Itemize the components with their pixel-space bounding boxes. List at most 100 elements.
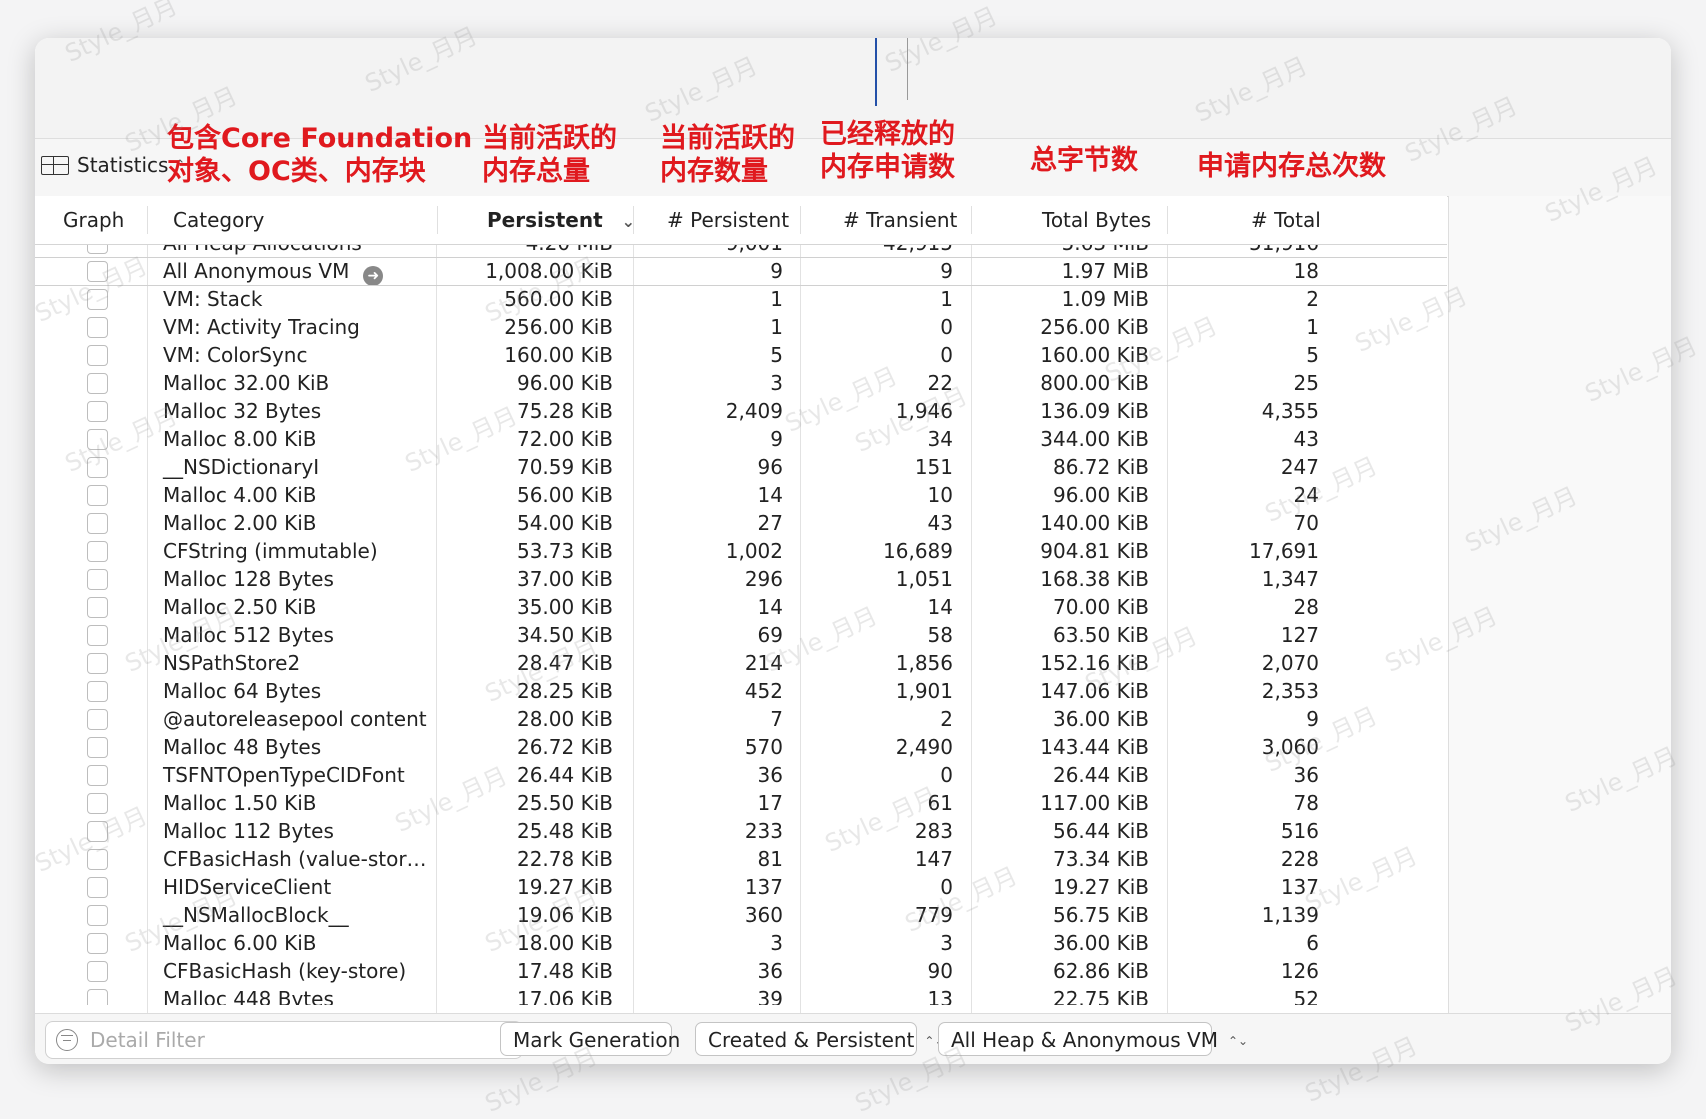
- table-row[interactable]: __NSMallocBlock__ 19.06 KiB 360 779 56.75 Ki…: [35, 901, 1447, 929]
- table-row[interactable]: Malloc 112 Bytes 25.48 KiB 233 283 56.44 KiB…: [35, 817, 1447, 845]
- table-row[interactable]: Malloc 128 Bytes 37.00 KiB 296 1,051 168.38 …: [35, 565, 1447, 593]
- category-cell: Malloc 8.00 KiB: [163, 425, 317, 453]
- persistent-count-cell: 9: [770, 427, 783, 451]
- persistent-count-cell: 452: [744, 679, 783, 703]
- table-row[interactable]: Malloc 64 Bytes 28.25 KiB 452 1,901 147.06 K…: [35, 677, 1447, 705]
- graph-checkbox[interactable]: [87, 401, 108, 422]
- table-row[interactable]: __NSDictionaryI 70.59 KiB 96 151 86.72 KiB 24…: [35, 453, 1447, 481]
- graph-checkbox[interactable]: [87, 345, 108, 366]
- graph-checkbox[interactable]: [87, 625, 108, 646]
- table-row[interactable]: CFString (immutable) 53.73 KiB 1,002 16,689…: [35, 537, 1447, 565]
- graph-checkbox[interactable]: [87, 569, 108, 590]
- graph-checkbox[interactable]: [87, 245, 108, 254]
- graph-checkbox[interactable]: [87, 793, 108, 814]
- transient-cell: 34: [927, 427, 953, 451]
- detail-filter[interactable]: [45, 1021, 523, 1059]
- mark-generation-button[interactable]: Mark Generation: [500, 1022, 680, 1056]
- statistics-selector[interactable]: Statistics ⌃: [41, 153, 185, 177]
- table-row[interactable]: Malloc 32.00 KiB 96.00 KiB 3 22 800.00 KiB 25: [35, 369, 1447, 397]
- column-separator[interactable]: [1167, 206, 1168, 234]
- table-row[interactable]: CFBasicHash (value-stor… 22.78 KiB 81 147 73…: [35, 845, 1447, 873]
- total-count-cell: 2,353: [1261, 679, 1319, 703]
- focus-arrow-icon[interactable]: ➜: [363, 266, 384, 286]
- graph-checkbox[interactable]: [87, 681, 108, 702]
- transient-cell: 58: [927, 623, 953, 647]
- graph-checkbox[interactable]: [87, 877, 108, 898]
- timeline-playhead[interactable]: [875, 38, 877, 106]
- persistent-count-cell: 9,001: [603, 245, 783, 257]
- total-count-cell: 5: [1306, 343, 1319, 367]
- graph-checkbox[interactable]: [87, 737, 108, 758]
- table-row[interactable]: NSPathStore2 28.47 KiB 214 1,856 152.16 KiB 2…: [35, 649, 1447, 677]
- graph-checkbox[interactable]: [87, 373, 108, 394]
- column-separator[interactable]: [147, 206, 148, 234]
- column-header-category[interactable]: Category: [173, 208, 265, 232]
- graph-checkbox[interactable]: [87, 541, 108, 562]
- graph-checkbox[interactable]: [87, 429, 108, 450]
- graph-checkbox[interactable]: [87, 989, 108, 1005]
- table-row[interactable]: Malloc 2.50 KiB 35.00 KiB 14 14 70.00 KiB 28: [35, 593, 1447, 621]
- total-bytes-cell: 62.86 KiB: [1052, 959, 1149, 983]
- persistent-count-cell: 296: [744, 567, 783, 591]
- column-separator[interactable]: [971, 206, 972, 234]
- column-separator[interactable]: [437, 206, 438, 234]
- persistent-count-cell: 214: [744, 651, 783, 675]
- graph-checkbox[interactable]: [87, 765, 108, 786]
- column-header-persistent[interactable]: Persistent ⌄: [487, 196, 635, 244]
- graph-checkbox[interactable]: [87, 513, 108, 534]
- statistics-table-body[interactable]: All Heap Allocations 4.20 MiB9,00142,915 5…: [35, 245, 1447, 1005]
- heap-scope-popup[interactable]: All Heap & Anonymous VM ⌃⌄: [938, 1022, 1248, 1056]
- created-persistent-popup[interactable]: Created & Persistent ⌃⌄: [695, 1022, 945, 1056]
- total-count-cell: 18: [1293, 259, 1319, 283]
- graph-checkbox[interactable]: [87, 905, 108, 926]
- table-row[interactable]: HIDServiceClient 19.27 KiB 137 0 19.27 KiB 13…: [35, 873, 1447, 901]
- table-row-partial[interactable]: All Heap Allocations 4.20 MiB9,00142,915 5…: [35, 245, 1447, 257]
- column-header-total[interactable]: # Total: [1251, 208, 1321, 232]
- category-label: VM: Stack: [163, 287, 263, 311]
- timeline-track[interactable]: [35, 38, 1671, 138]
- column-separator[interactable]: [633, 206, 634, 234]
- column-gridline: [1167, 245, 1168, 1013]
- table-row[interactable]: CFBasicHash (key-store) 17.48 KiB 36 90 62.8…: [35, 957, 1447, 985]
- column-header-total-bytes[interactable]: Total Bytes: [1042, 208, 1152, 232]
- graph-checkbox[interactable]: [87, 261, 108, 282]
- table-row[interactable]: Malloc 32 Bytes 75.28 KiB 2,409 1,946 136.09…: [35, 397, 1447, 425]
- total-bytes-cell: 904.81 KiB: [1040, 539, 1149, 563]
- table-row[interactable]: Malloc 4.00 KiB 56.00 KiB 14 10 96.00 KiB 24: [35, 481, 1447, 509]
- annotation-persistent: 当前活跃的 内存总量: [482, 123, 617, 187]
- graph-checkbox[interactable]: [87, 821, 108, 842]
- graph-checkbox[interactable]: [87, 457, 108, 478]
- column-separator[interactable]: [800, 206, 801, 234]
- table-row[interactable]: Malloc 48 Bytes 26.72 KiB 570 2,490 143.44 K…: [35, 733, 1447, 761]
- transient-cell: 16,689: [883, 539, 953, 563]
- graph-checkbox[interactable]: [87, 317, 108, 338]
- table-row[interactable]: Malloc 1.50 KiB 25.50 KiB 17 61 117.00 KiB 78: [35, 789, 1447, 817]
- table-row[interactable]: All Anonymous VM ➜ 1,008.00 KiB 9 9 1.97 MiB 1…: [35, 257, 1447, 286]
- chevron-updown-icon: ⌃⌄: [1227, 1034, 1249, 1048]
- table-row[interactable]: Malloc 6.00 KiB 18.00 KiB 3 3 36.00 KiB 6: [35, 929, 1447, 957]
- table-icon: [41, 155, 69, 175]
- table-row[interactable]: @autoreleasepool content 28.00 KiB 7 2 36.00…: [35, 705, 1447, 733]
- table-row[interactable]: VM: Activity Tracing 256.00 KiB 1 0 256.00 K…: [35, 313, 1447, 341]
- table-row[interactable]: VM: ColorSync 160.00 KiB 5 0 160.00 KiB 5: [35, 341, 1447, 369]
- table-row[interactable]: TSFNTOpenTypeCIDFont 26.44 KiB 36 0 26.44 Ki…: [35, 761, 1447, 789]
- table-row[interactable]: Malloc 448 Bytes 17.06 KiB 39 13 22.75 KiB 52: [35, 985, 1447, 1005]
- graph-checkbox[interactable]: [87, 597, 108, 618]
- column-header-transient[interactable]: # Transient: [843, 208, 958, 232]
- table-row[interactable]: Malloc 512 Bytes 34.50 KiB 69 58 63.50 KiB 12…: [35, 621, 1447, 649]
- category-label: Malloc 48 Bytes: [163, 735, 322, 759]
- graph-checkbox[interactable]: [87, 653, 108, 674]
- table-row[interactable]: Malloc 2.00 KiB 54.00 KiB 27 43 140.00 KiB 70: [35, 509, 1447, 537]
- detail-filter-input[interactable]: [88, 1024, 512, 1056]
- graph-checkbox[interactable]: [87, 485, 108, 506]
- column-gridline: [800, 245, 801, 1013]
- graph-checkbox[interactable]: [87, 961, 108, 982]
- graph-checkbox[interactable]: [87, 933, 108, 954]
- table-row[interactable]: VM: Stack 560.00 KiB 1 1 1.09 MiB 2: [35, 285, 1447, 313]
- table-row[interactable]: Malloc 8.00 KiB 72.00 KiB 9 34 344.00 KiB 43: [35, 425, 1447, 453]
- graph-checkbox[interactable]: [87, 709, 108, 730]
- column-header-graph[interactable]: Graph: [63, 208, 125, 232]
- column-header-persistent-count[interactable]: # Persistent: [667, 208, 790, 232]
- graph-checkbox[interactable]: [87, 849, 108, 870]
- graph-checkbox[interactable]: [87, 289, 108, 310]
